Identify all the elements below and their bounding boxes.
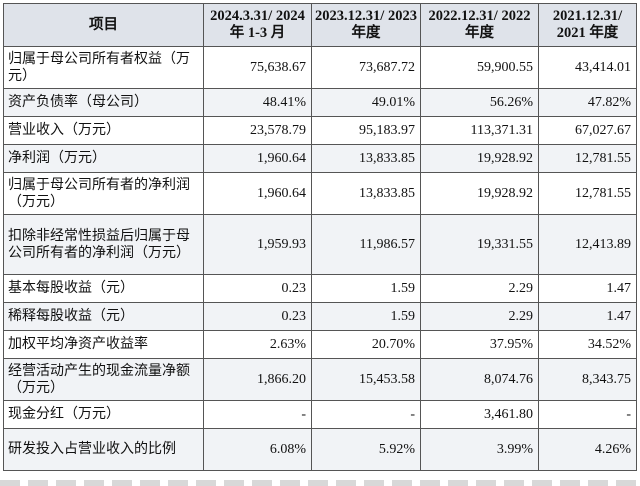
table-cell: 2.29 [420,274,539,303]
table-cell: - [203,400,312,429]
table-row: 扣除非经常性损益后归属于母公司所有者的净利润（万元） 1,959.93 11,9… [3,214,637,275]
table-cell: 75,638.67 [203,46,312,89]
header-2024q1: 2024.3.31/ 2024 年 1-3 月 [203,3,312,47]
cropped-next-row-strip [0,480,640,486]
table-cell: 1,960.64 [203,144,312,173]
table-cell: 47.82% [538,88,637,117]
table-cell: 67,027.67 [538,116,637,145]
table-cell: 11,986.57 [311,214,421,275]
table-cell: 12,781.55 [538,172,637,215]
table-cell: 12,413.89 [538,214,637,275]
row-label: 现金分红（万元） [3,400,204,429]
table-cell: 19,331.55 [420,214,539,275]
table-row: 资产负债率（母公司） 48.41% 49.01% 56.26% 47.82% [3,88,637,117]
header-row: 项目 2024.3.31/ 2024 年 1-3 月 2023.12.31/ 2… [3,3,637,47]
table-cell: 0.23 [203,274,312,303]
table-cell: - [538,400,637,429]
table-cell: 23,578.79 [203,116,312,145]
financial-indicators-table: 项目 2024.3.31/ 2024 年 1-3 月 2023.12.31/ 2… [3,3,637,471]
table-row: 经营活动产生的现金流量净额（万元） 1,866.20 15,453.58 8,0… [3,358,637,401]
table-cell: 1.47 [538,274,637,303]
header-2023: 2023.12.31/ 2023 年度 [311,3,421,47]
table-cell: - [311,400,421,429]
table-cell: 1,960.64 [203,172,312,215]
row-label: 营业收入（万元） [3,116,204,145]
table-cell: 0.23 [203,302,312,331]
row-label: 加权平均净资产收益率 [3,330,204,359]
table-cell: 19,928.92 [420,172,539,215]
table-row: 归属于母公司所有者权益（万元） 75,638.67 73,687.72 59,9… [3,46,637,89]
table-cell: 5.92% [311,428,421,471]
row-label: 归属于母公司所有者的净利润（万元） [3,172,204,215]
table-cell: 6.08% [203,428,312,471]
table-cell: 48.41% [203,88,312,117]
table-cell: 2.63% [203,330,312,359]
header-item: 项目 [3,3,204,47]
table-cell: 13,833.85 [311,144,421,173]
row-label: 基本每股收益（元） [3,274,204,303]
table-cell: 4.26% [538,428,637,471]
table-cell: 1.59 [311,274,421,303]
table-row: 稀释每股收益（元） 0.23 1.59 2.29 1.47 [3,302,637,331]
header-2021: 2021.12.31/ 2021 年度 [538,3,637,47]
table-cell: 113,371.31 [420,116,539,145]
table-cell: 59,900.55 [420,46,539,89]
table-cell: 95,183.97 [311,116,421,145]
table-cell: 37.95% [420,330,539,359]
table-cell: 56.26% [420,88,539,117]
table-cell: 3.99% [420,428,539,471]
table-row: 营业收入（万元） 23,578.79 95,183.97 113,371.31 … [3,116,637,145]
table-cell: 49.01% [311,88,421,117]
row-label: 经营活动产生的现金流量净额（万元） [3,358,204,401]
table-cell: 1.47 [538,302,637,331]
table-cell: 34.52% [538,330,637,359]
row-label: 资产负债率（母公司） [3,88,204,117]
table-row: 基本每股收益（元） 0.23 1.59 2.29 1.47 [3,274,637,303]
table-cell: 73,687.72 [311,46,421,89]
table-cell: 43,414.01 [538,46,637,89]
table-cell: 12,781.55 [538,144,637,173]
row-label: 研发投入占营业收入的比例 [3,428,204,471]
table-cell: 15,453.58 [311,358,421,401]
table-cell: 8,343.75 [538,358,637,401]
table-row: 净利润（万元） 1,960.64 13,833.85 19,928.92 12,… [3,144,637,173]
table-cell: 19,928.92 [420,144,539,173]
header-2022: 2022.12.31/ 2022 年度 [420,3,539,47]
table-cell: 20.70% [311,330,421,359]
financial-table-container: 项目 2024.3.31/ 2024 年 1-3 月 2023.12.31/ 2… [3,3,637,471]
table-row: 现金分红（万元） - - 3,461.80 - [3,400,637,429]
table-row: 加权平均净资产收益率 2.63% 20.70% 37.95% 34.52% [3,330,637,359]
table-cell: 8,074.76 [420,358,539,401]
table-row: 归属于母公司所有者的净利润（万元） 1,960.64 13,833.85 19,… [3,172,637,215]
table-cell: 3,461.80 [420,400,539,429]
row-label: 扣除非经常性损益后归属于母公司所有者的净利润（万元） [3,214,204,275]
table-cell: 1.59 [311,302,421,331]
table-cell: 1,959.93 [203,214,312,275]
table-row: 研发投入占营业收入的比例 6.08% 5.92% 3.99% 4.26% [3,428,637,471]
table-cell: 13,833.85 [311,172,421,215]
table-cell: 1,866.20 [203,358,312,401]
row-label: 归属于母公司所有者权益（万元） [3,46,204,89]
table-cell: 2.29 [420,302,539,331]
row-label: 净利润（万元） [3,144,204,173]
row-label: 稀释每股收益（元） [3,302,204,331]
